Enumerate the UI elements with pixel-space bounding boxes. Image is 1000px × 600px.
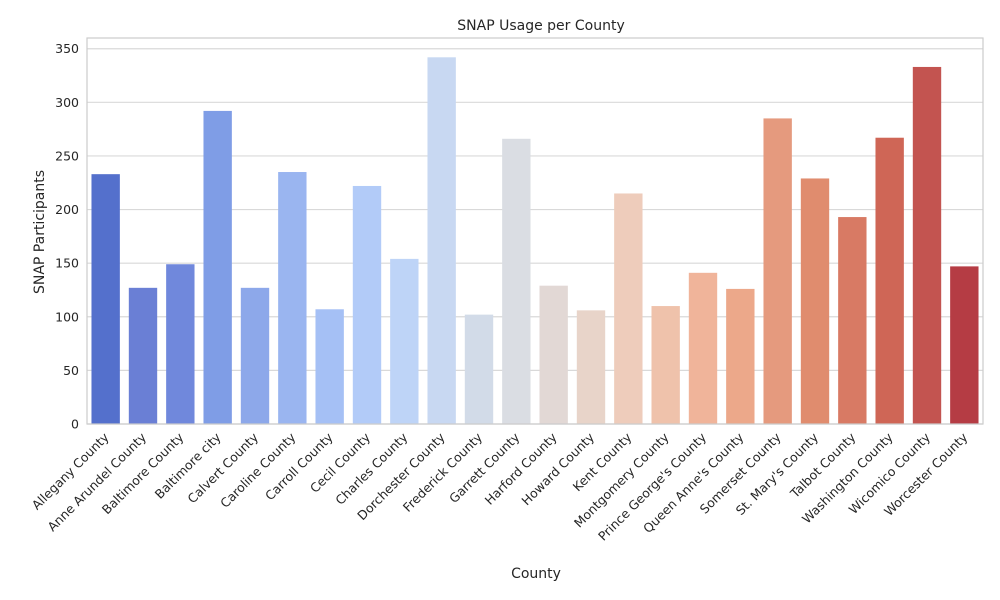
y-tick-label: 300 <box>55 95 79 110</box>
y-tick-label: 50 <box>63 363 79 378</box>
bar <box>614 193 643 424</box>
bar <box>688 272 718 424</box>
plot-frame <box>86 37 984 425</box>
bar <box>203 110 232 425</box>
bar <box>390 258 419 424</box>
bar <box>352 185 382 424</box>
bar <box>166 264 195 424</box>
bar <box>875 137 904 424</box>
bar <box>278 172 307 424</box>
bar <box>576 310 606 424</box>
bar <box>240 287 270 424</box>
x-axis-label: County <box>511 566 561 582</box>
bar <box>464 314 494 424</box>
bar <box>912 66 942 424</box>
gridlines <box>87 48 983 425</box>
bar <box>502 138 531 425</box>
bars <box>91 57 979 425</box>
y-tick-label: 250 <box>55 148 79 163</box>
bar <box>763 118 792 425</box>
bar <box>950 266 979 424</box>
y-axis-ticks: 0 50 100 150 200 250 300 350 <box>55 41 79 431</box>
bar <box>800 178 830 424</box>
bar <box>91 174 120 424</box>
y-tick-label: 0 <box>71 417 79 432</box>
x-tick-label: Talbot County <box>787 429 859 501</box>
bar <box>427 57 456 425</box>
bar <box>838 217 867 424</box>
y-tick-label: 150 <box>55 256 79 271</box>
y-axis-label: SNAP Participants <box>32 170 48 294</box>
y-tick-label: 200 <box>55 202 79 217</box>
bar <box>726 288 755 424</box>
bar <box>539 285 568 424</box>
bar <box>315 309 344 424</box>
y-tick-label: 100 <box>55 309 79 324</box>
chart-title: SNAP Usage per County <box>457 18 624 34</box>
y-tick-label: 350 <box>55 41 79 56</box>
bar <box>651 306 680 424</box>
bar <box>128 287 158 424</box>
